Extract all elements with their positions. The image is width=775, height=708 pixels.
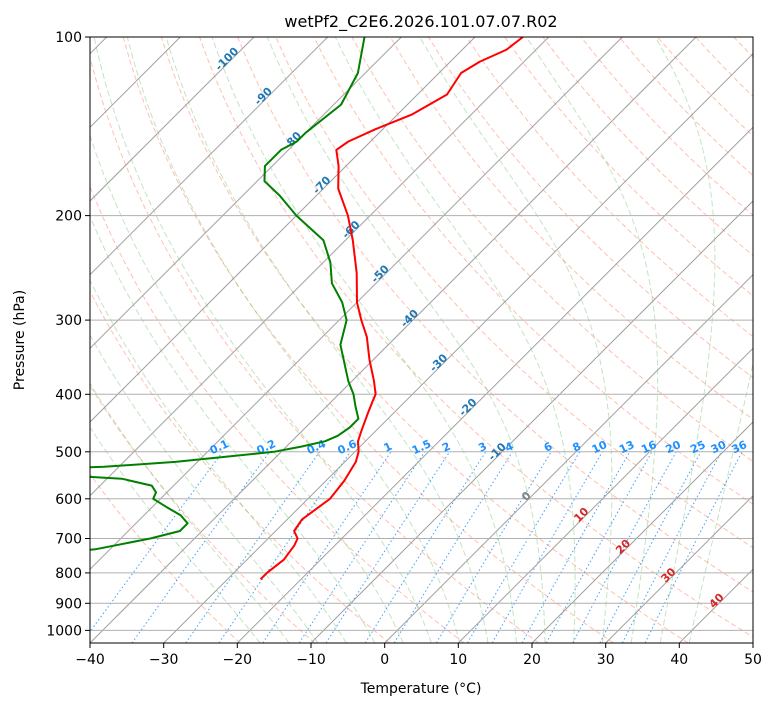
mixing-ratio-label: 10 [590, 438, 610, 456]
y-tick-label: 500 [55, 445, 82, 461]
dry-adiabat-line [427, 37, 753, 379]
mixing-ratio-label: 30 [709, 438, 729, 456]
y-tick-label: 700 [55, 532, 82, 548]
y-tick-label: 900 [55, 596, 82, 612]
isotherm-gridline [90, 37, 550, 497]
moist-adiabat-line [90, 279, 347, 643]
isotherm-gridlines [90, 37, 753, 643]
dry-adiabat-line [90, 55, 540, 643]
isotherm-gridline [236, 126, 753, 643]
y-tick-label: 400 [55, 387, 82, 403]
mixing-ratio-line [325, 451, 451, 643]
moist-adiabat-line [165, 37, 489, 643]
isotherm-gridline [605, 494, 753, 643]
dry-adiabat-line [199, 37, 753, 638]
mixing-ratio-label: 25 [688, 438, 707, 456]
isotherm-gridline [163, 52, 753, 643]
x-tick-label: 20 [523, 652, 541, 668]
x-axis: −40 −30 −20 −10 0 10 20 30 40 50 [75, 643, 762, 668]
x-axis-title: Temperature (°C) [360, 681, 482, 697]
mixing-ratio-line [364, 451, 487, 643]
dry-adiabat-line [351, 37, 753, 463]
isotherm-gridline [90, 37, 329, 276]
plot-area: -100-90-80-70-60-50-40-30-20-10010203040… [90, 37, 753, 643]
y-tick-label: 600 [55, 492, 82, 508]
mixing-ratio-line [90, 451, 224, 633]
dry-adiabat-line [90, 384, 316, 643]
moist-adiabat-line [525, 37, 659, 643]
moist-adiabat-line [126, 37, 461, 643]
mixing-ratio-line [131, 451, 271, 643]
mixing-ratio-line [262, 451, 392, 643]
isotherm-gridline [310, 200, 753, 643]
moist-adiabat-line [90, 426, 261, 643]
mixing-ratio-line [545, 451, 653, 643]
x-tick-label: −10 [296, 652, 326, 668]
mixing-ratio-lines [90, 451, 743, 643]
dewpoint-profile-line [90, 37, 366, 551]
x-tick-label: 40 [670, 652, 688, 668]
mixing-ratio-label: 36 [730, 438, 750, 456]
x-tick-label: 30 [597, 652, 615, 668]
mixing-ratio-line [185, 451, 321, 643]
y-tick-label: 800 [55, 566, 82, 582]
moist-adiabats [90, 37, 753, 643]
dry-adiabat-line [160, 37, 689, 643]
moist-adiabat-line [90, 334, 319, 643]
mixing-ratio-line [572, 451, 677, 643]
x-tick-label: −40 [75, 652, 105, 668]
dry-adiabat-line [237, 37, 753, 593]
mixing-ratio-label: 20 [664, 438, 684, 456]
plot-frame [89, 36, 754, 644]
moist-adiabat-line [90, 382, 290, 643]
isobar-gridlines [90, 37, 753, 631]
isotherm-gridline [90, 37, 697, 643]
isotherm-gridline [90, 37, 623, 571]
temperature-profile-line [259, 37, 524, 581]
moist-adiabat-line [90, 214, 376, 643]
sounding-profiles [90, 37, 524, 581]
x-tick-label: 10 [449, 652, 467, 668]
y-tick-label: 300 [55, 313, 82, 329]
moist-adiabat-line [334, 37, 576, 643]
y-tick-label: 200 [55, 209, 82, 225]
dry-adiabats [90, 37, 753, 643]
isotherm-gridline [531, 421, 753, 643]
dry-adiabat-line [90, 290, 390, 643]
y-axis: 100 200 300 400 500 600 700 800 900 1000 [46, 30, 90, 639]
isotherm-gridline [384, 273, 753, 643]
x-tick-label: −20 [223, 652, 253, 668]
mixing-ratio-line [599, 451, 702, 643]
mixing-ratio-line [644, 451, 743, 643]
mixing-ratio-line [435, 451, 552, 643]
dry-adiabat-line [275, 37, 753, 549]
x-tick-label: 0 [380, 652, 389, 668]
dry-adiabat-line [90, 473, 241, 643]
chart-title: wetPf2_C2E6.2026.101.07.07.R02 [284, 12, 557, 32]
isotherm-gridline [90, 37, 476, 423]
y-tick-label: 1000 [46, 623, 82, 639]
moist-adiabat-line [90, 133, 404, 643]
mixing-ratio-label: 13 [617, 438, 636, 456]
mixing-ratio-line [298, 451, 426, 643]
y-axis-title: Pressure (hPa) [12, 290, 28, 390]
x-tick-label: −30 [149, 652, 179, 668]
mixing-ratio-label: 16 [639, 438, 659, 456]
isotherm-gridline [90, 37, 255, 202]
dry-adiabat-line [90, 185, 465, 643]
moist-adiabat-line [93, 37, 432, 643]
isotherm-gridline [457, 347, 753, 643]
mixing-ratio-line [521, 451, 631, 643]
mixing-ratio-line [218, 451, 351, 643]
dry-adiabat-line [122, 37, 614, 643]
y-tick-label: 100 [55, 30, 82, 46]
dry-adiabat-line [504, 37, 753, 297]
x-tick-label: 50 [744, 652, 762, 668]
moist-adiabat-line [419, 37, 613, 643]
moist-adiabat-line [211, 37, 517, 643]
moist-adiabat-line [654, 37, 716, 643]
moist-adiabat-line [266, 37, 546, 643]
